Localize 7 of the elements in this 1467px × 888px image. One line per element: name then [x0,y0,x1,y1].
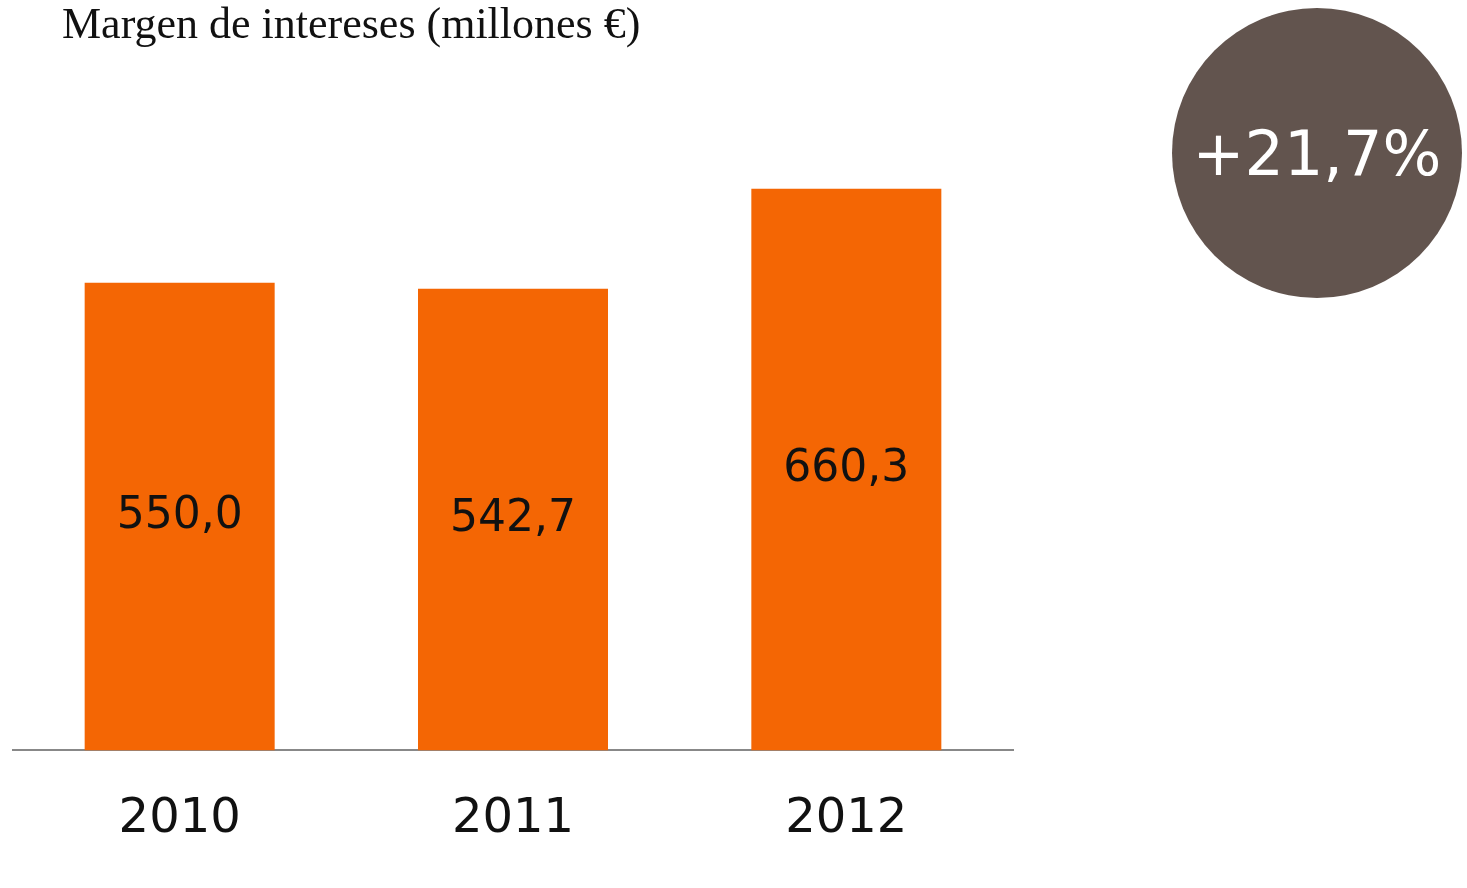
chart-title: Margen de intereses (millones €) [62,0,641,49]
data-label: 550,0 [116,486,243,538]
data-label: 542,7 [450,490,576,542]
x-tick-label: 2010 [118,786,241,843]
data-label: 660,3 [783,440,910,492]
x-tick-label: 2012 [785,786,908,843]
x-tick-label: 2011 [451,786,575,843]
